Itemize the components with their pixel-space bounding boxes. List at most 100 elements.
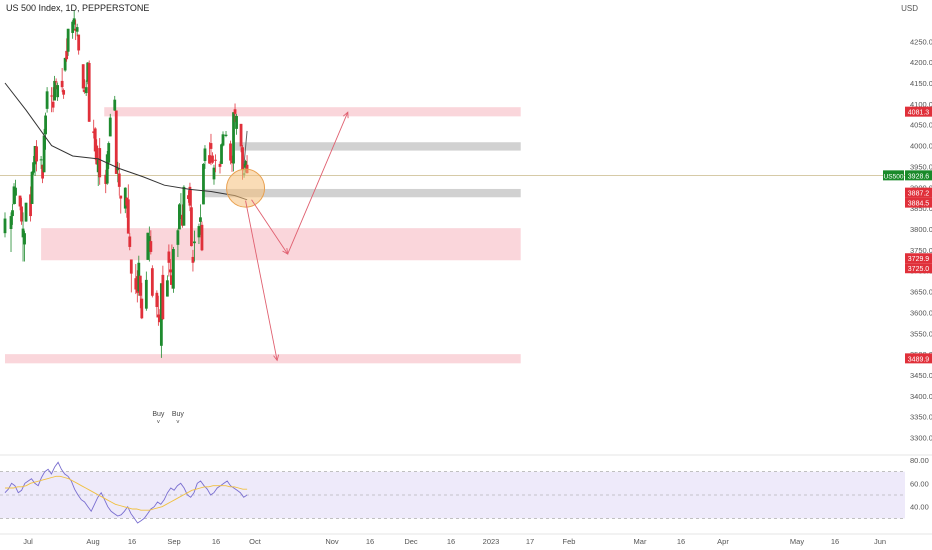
- candle-body: [105, 154, 109, 184]
- candle-body: [170, 275, 174, 285]
- candle-body: [149, 241, 153, 252]
- candle-body: [146, 232, 150, 260]
- candle-body: [117, 173, 121, 187]
- candle-body: [125, 197, 129, 206]
- price-label: 3928.6: [908, 173, 930, 180]
- x-tick-label: 16: [677, 537, 685, 546]
- candle-body: [11, 210, 14, 217]
- rsi-tick-label: 80.00: [910, 456, 929, 465]
- y-tick-label: 4000.0: [910, 142, 932, 151]
- price-label-box: [905, 263, 932, 274]
- candle-body: [190, 207, 193, 247]
- price-label-box: [905, 253, 932, 264]
- candle-body: [98, 148, 102, 178]
- candle-body: [39, 159, 43, 161]
- candle-body: [41, 164, 44, 179]
- y-tick-label: 4200.0: [910, 58, 932, 67]
- price-label-box: [905, 197, 932, 208]
- candle-body: [199, 217, 202, 222]
- candle-body: [229, 143, 232, 161]
- candle-body: [220, 144, 223, 164]
- candle-body: [44, 115, 47, 135]
- price-label-box: [905, 106, 932, 117]
- candle-body: [23, 233, 26, 245]
- candle-body: [14, 187, 17, 196]
- candle-body: [241, 147, 244, 171]
- rsi-tick-label: 60.00: [910, 479, 929, 488]
- x-tick-label: 16: [212, 537, 220, 546]
- x-tick-label: Mar: [634, 537, 647, 546]
- supply-demand-zone: [104, 107, 521, 117]
- candle-body: [50, 95, 54, 97]
- candle-body: [155, 292, 159, 308]
- projection-arrow: [245, 200, 278, 361]
- rsi-line: [4, 461, 248, 524]
- y-tick-label: 3550.0: [910, 329, 932, 338]
- arrow-head: [273, 354, 280, 362]
- candle-body: [144, 279, 148, 309]
- candle-body: [134, 278, 138, 290]
- candle-body: [71, 21, 75, 33]
- candle-body: [114, 110, 118, 174]
- candle-body: [92, 131, 96, 134]
- candle-body: [77, 34, 81, 51]
- candle-body: [12, 186, 16, 204]
- y-tick-label: 4250.0: [910, 37, 932, 46]
- candle-body: [239, 123, 243, 147]
- candle-body: [53, 80, 57, 101]
- y-tick-label: 4150.0: [910, 79, 932, 88]
- candle-body: [65, 50, 69, 60]
- highlight-circle: [226, 168, 266, 208]
- candle-body: [54, 81, 58, 83]
- rsi-ma-line: [5, 475, 248, 511]
- candle-body: [179, 216, 183, 219]
- x-tick-label: Jun: [874, 537, 886, 546]
- candle-body: [159, 283, 163, 346]
- candle-body: [66, 28, 70, 52]
- candle-body: [224, 134, 228, 136]
- candle-body: [93, 128, 97, 152]
- candle-body: [187, 195, 190, 199]
- candle-body: [128, 236, 132, 247]
- candle-body: [208, 155, 211, 164]
- candle-body: [200, 224, 204, 251]
- candle-body: [218, 163, 222, 167]
- gray-zone: [235, 142, 521, 151]
- candle-body: [178, 204, 181, 230]
- x-tick-label: Apr: [717, 537, 729, 546]
- candle-body: [62, 90, 66, 95]
- candle-body: [165, 280, 169, 297]
- candle-body: [108, 117, 112, 137]
- candle-body: [60, 80, 64, 88]
- candle-body: [21, 228, 25, 238]
- x-tick-label: 2023: [483, 537, 500, 546]
- candle-body: [135, 276, 139, 293]
- candle-body: [32, 162, 35, 173]
- candle-body: [95, 145, 99, 165]
- price-label: 3884.5: [908, 201, 930, 208]
- x-tick-label: 16: [366, 537, 374, 546]
- x-tick-label: Aug: [86, 537, 99, 546]
- symbol-tag: US500: [884, 173, 904, 180]
- candle-body: [221, 134, 225, 146]
- candle-body: [83, 90, 87, 93]
- candle-body: [74, 28, 78, 31]
- price-label-box: [905, 170, 932, 181]
- candle-body: [18, 195, 22, 207]
- candle-body: [104, 174, 108, 184]
- y-tick-label: 3800.0: [910, 225, 932, 234]
- candle-body: [140, 298, 144, 319]
- candle-body: [137, 262, 141, 292]
- candle-body: [123, 187, 127, 209]
- x-tick-label: 16: [831, 537, 839, 546]
- candle-body: [176, 230, 180, 245]
- candle-body: [35, 146, 38, 162]
- candle-body: [87, 62, 91, 122]
- supply-demand-zone: [5, 354, 521, 364]
- candle-body: [3, 218, 7, 234]
- gray-zone: [203, 188, 521, 198]
- candle-body: [209, 143, 213, 149]
- price-label: 3725.0: [908, 266, 930, 273]
